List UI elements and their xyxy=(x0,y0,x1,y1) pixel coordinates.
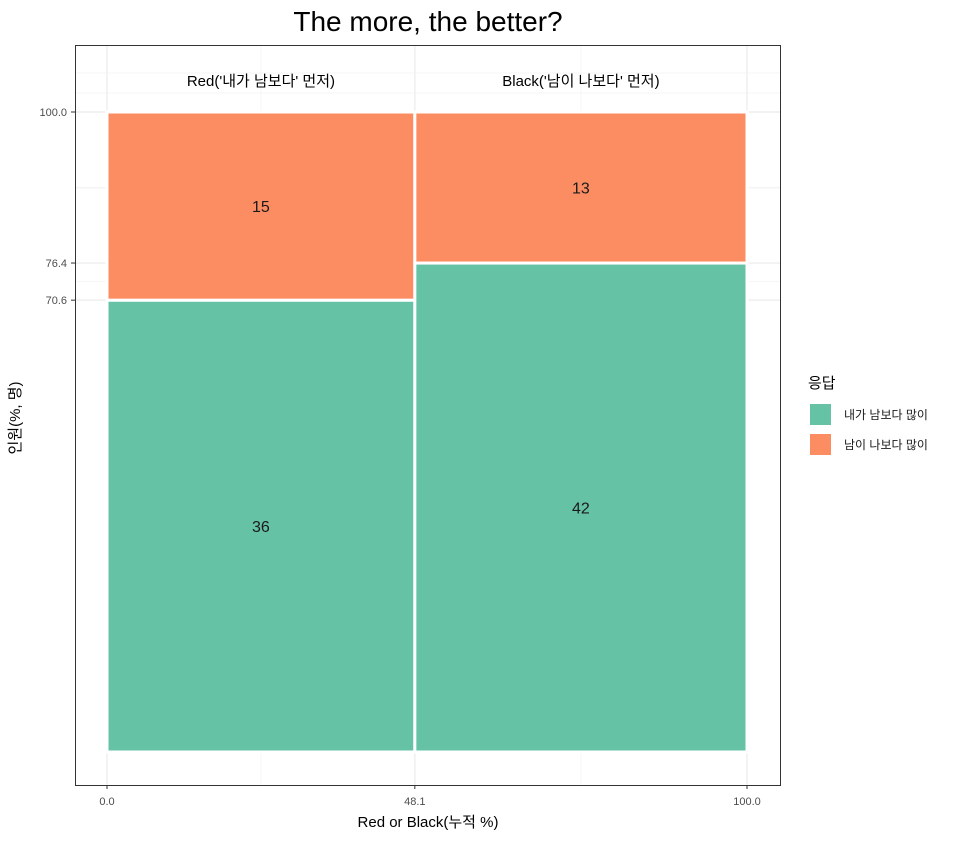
y-tick-label: 76.4 xyxy=(46,258,67,270)
facet-strip-label: Red('내가 남보다' 먼저) xyxy=(187,73,335,90)
cell-count-label: 15 xyxy=(252,199,270,216)
facet-strip-labels: Red('내가 남보다' 먼저) Black('남이 나보다' 먼저) xyxy=(187,73,660,90)
cell-count-label: 36 xyxy=(252,519,270,536)
panel-border xyxy=(75,45,781,786)
mosaic-cells: 36 15 42 13 xyxy=(105,110,749,754)
mosaic-cell xyxy=(105,298,417,754)
legend-title: 응답 xyxy=(808,375,836,392)
x-axis: 0.0 48.1 100.0 xyxy=(99,785,761,808)
facet-strip-label: Black('남이 나보다' 먼저) xyxy=(502,73,659,90)
x-tick-label: 100.0 xyxy=(733,796,761,808)
mosaic-cell xyxy=(105,110,417,302)
y-axis: 70.6 76.4 100.0 xyxy=(39,107,75,307)
legend-swatch xyxy=(810,404,831,425)
cell-count-label: 42 xyxy=(572,501,590,518)
cell-count-label: 13 xyxy=(572,181,590,198)
mosaic-cell xyxy=(413,261,749,754)
mosaic-cell xyxy=(413,110,749,265)
x-tick-label: 48.1 xyxy=(404,796,425,808)
y-axis-title: 인원(%, 명) xyxy=(7,381,24,454)
y-tick-label: 100.0 xyxy=(39,107,67,119)
y-tick-label: 70.6 xyxy=(46,295,67,307)
x-tick-label: 0.0 xyxy=(99,796,114,808)
x-axis-title: Red or Black(누적 %) xyxy=(358,814,499,831)
legend-label: 남이 나보다 많이 xyxy=(844,438,928,452)
chart-title: The more, the better? xyxy=(293,6,562,37)
legend-label: 내가 남보다 많이 xyxy=(844,408,928,422)
legend-swatch xyxy=(810,434,831,455)
